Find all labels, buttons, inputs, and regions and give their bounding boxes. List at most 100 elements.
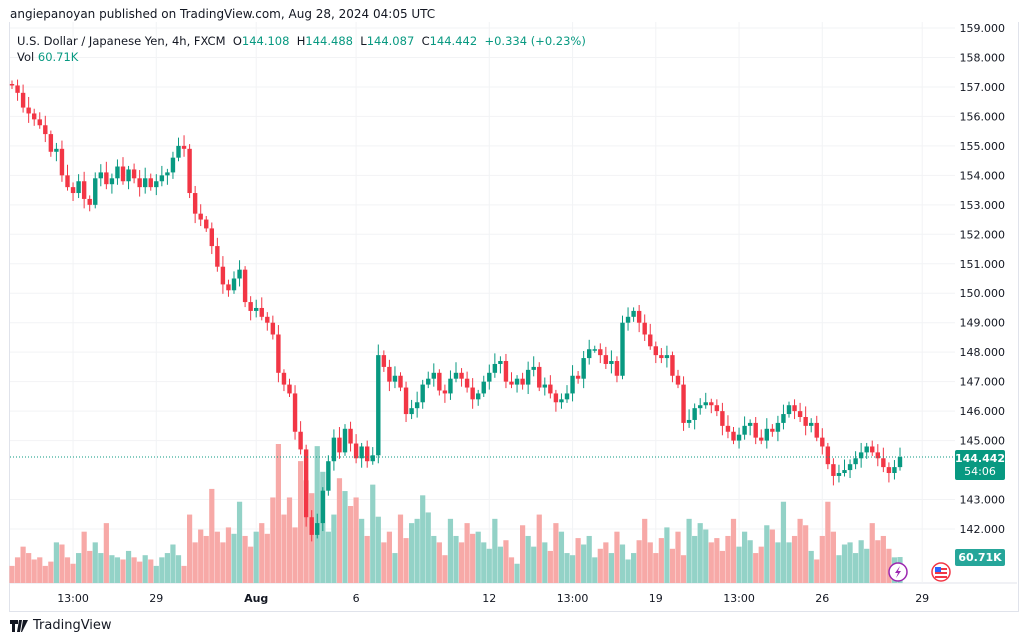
candle-up [736, 434, 742, 441]
volume-bar [259, 523, 265, 583]
candle-down [575, 375, 581, 379]
volume-bar [531, 546, 537, 583]
volume-bar [192, 542, 198, 583]
us-flag-icon[interactable] [931, 562, 951, 582]
close-value: 144.442 [429, 34, 478, 48]
y-tick-label: 153.000 [960, 199, 1006, 212]
candle-up [570, 375, 575, 394]
brand-name: TradingView [33, 618, 112, 633]
candle-down [220, 266, 226, 285]
x-tick-label: 13:00 [57, 592, 89, 605]
candle-up [376, 355, 381, 456]
candle-down [653, 346, 658, 356]
candle-down [537, 366, 542, 388]
candle-up [143, 178, 148, 188]
candle-up [747, 422, 753, 426]
candle-down [642, 322, 647, 335]
volume-bar [464, 523, 470, 583]
volume-bar [70, 563, 76, 583]
volume-bar [669, 548, 676, 583]
y-tick-label: 156.000 [960, 110, 1006, 123]
candle-up [492, 363, 498, 373]
candle-down [348, 428, 353, 444]
candle-down [520, 378, 525, 385]
candles [9, 79, 903, 542]
lightning-icon[interactable] [888, 562, 908, 582]
candle-down [459, 372, 464, 379]
volume-bar [148, 559, 154, 583]
volume-bar [431, 535, 437, 583]
candle-up [370, 455, 375, 462]
volume-bar [53, 542, 59, 583]
candle-down [209, 228, 214, 247]
candle-down [120, 166, 126, 182]
volume-bar [214, 531, 220, 583]
candle-up [686, 419, 692, 423]
candle-down [181, 145, 187, 149]
candle-up [453, 372, 459, 379]
volume-bar [825, 501, 831, 583]
volume-bar [503, 540, 509, 583]
volume-bar [325, 531, 331, 583]
high-label: H [296, 34, 306, 48]
candle-up [165, 172, 170, 176]
y-tick-label: 142.000 [960, 523, 1006, 536]
candle-down [503, 361, 509, 382]
volume-bar [703, 529, 709, 583]
y-tick-label: 143.000 [960, 494, 1006, 507]
candle-up [864, 446, 869, 453]
tradingview-logo[interactable]: TradingView [10, 618, 112, 633]
volume-bar [353, 497, 359, 583]
candle-up [326, 461, 331, 491]
candle-up [564, 393, 570, 400]
candle-up [331, 437, 337, 462]
volume-bar [381, 542, 387, 583]
candle-up [154, 181, 159, 188]
volume-bar [153, 565, 159, 583]
volume-bar [397, 514, 404, 583]
volume-bar [858, 540, 864, 583]
y-tick-label: 155.000 [960, 140, 1006, 153]
volume-bar [248, 546, 254, 583]
candle-up [170, 157, 176, 173]
candle-down [387, 366, 392, 382]
candle-up [320, 490, 325, 524]
candle-down [709, 402, 714, 406]
candle-down [192, 193, 198, 214]
volume-bar [264, 533, 270, 583]
volume-bar [20, 546, 26, 583]
candle-up [159, 175, 165, 182]
candle-down [215, 246, 220, 267]
volume-bar [775, 542, 781, 583]
volume-bar [619, 544, 626, 583]
volume-bar [475, 531, 481, 583]
volume-bar [347, 506, 354, 583]
candle-down [204, 219, 209, 229]
legend: U.S. Dollar / Japanese Yen, 4h, FXCM O14… [17, 33, 586, 65]
candle-up [764, 428, 769, 441]
open-label: O [232, 34, 242, 48]
candle-up [581, 358, 586, 379]
volume-bar [420, 495, 426, 583]
candle-up [315, 523, 320, 535]
x-tick-label: 29 [915, 592, 929, 605]
candle-up [836, 473, 842, 476]
volume-bar [209, 488, 215, 583]
x-tick-label: 26 [815, 592, 829, 605]
volume-bar [42, 565, 48, 583]
candle-up [409, 408, 414, 415]
volume-bar [37, 557, 43, 583]
volume-bar [342, 491, 348, 583]
candle-up [231, 278, 237, 291]
volume-badge: 60.71K [955, 549, 1005, 566]
volume-bar [164, 553, 170, 583]
volume-bar [780, 501, 787, 583]
candle-down [820, 437, 825, 447]
volume-bar [14, 557, 21, 583]
candle-up [359, 446, 364, 459]
volume-bar [236, 501, 243, 583]
candle-up [115, 166, 120, 179]
x-tick-label: 19 [649, 592, 663, 605]
volume-bar [64, 557, 71, 583]
